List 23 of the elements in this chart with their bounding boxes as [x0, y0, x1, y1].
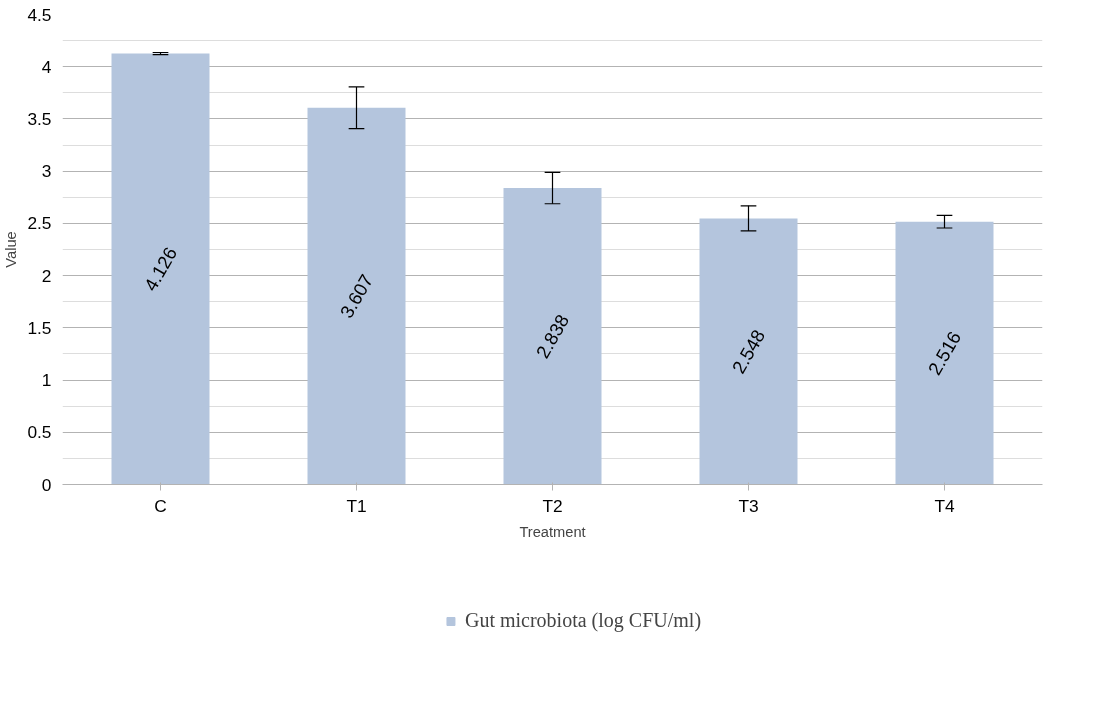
bar [895, 221, 994, 485]
y-tick-label: 2.5 [27, 213, 52, 234]
bar [307, 107, 406, 485]
y-tick-label: 1 [41, 370, 52, 391]
x-tick-label: T4 [934, 495, 955, 516]
y-tick-label: 4 [41, 56, 52, 77]
bar [111, 53, 210, 485]
x-axis-title: Treatment [519, 523, 586, 540]
y-tick-label: 3.5 [27, 108, 52, 129]
x-tick-label: C [154, 495, 167, 516]
bar [503, 188, 602, 485]
x-tick-label: T3 [738, 495, 759, 516]
legend-label: Gut microbiota (log CFU/ml) [464, 609, 702, 632]
y-tick-label: 0 [41, 474, 52, 495]
y-tick-label: 2 [41, 265, 52, 286]
bar [699, 218, 798, 485]
x-tick-label: T1 [346, 495, 367, 516]
y-tick-label: 0.5 [27, 422, 52, 443]
y-tick-label: 3 [41, 161, 52, 182]
y-axis-title: Value [3, 231, 20, 268]
y-tick-label: 4.5 [27, 4, 52, 25]
x-tick-label: T2 [542, 495, 563, 516]
y-tick-label: 1.5 [27, 317, 52, 338]
